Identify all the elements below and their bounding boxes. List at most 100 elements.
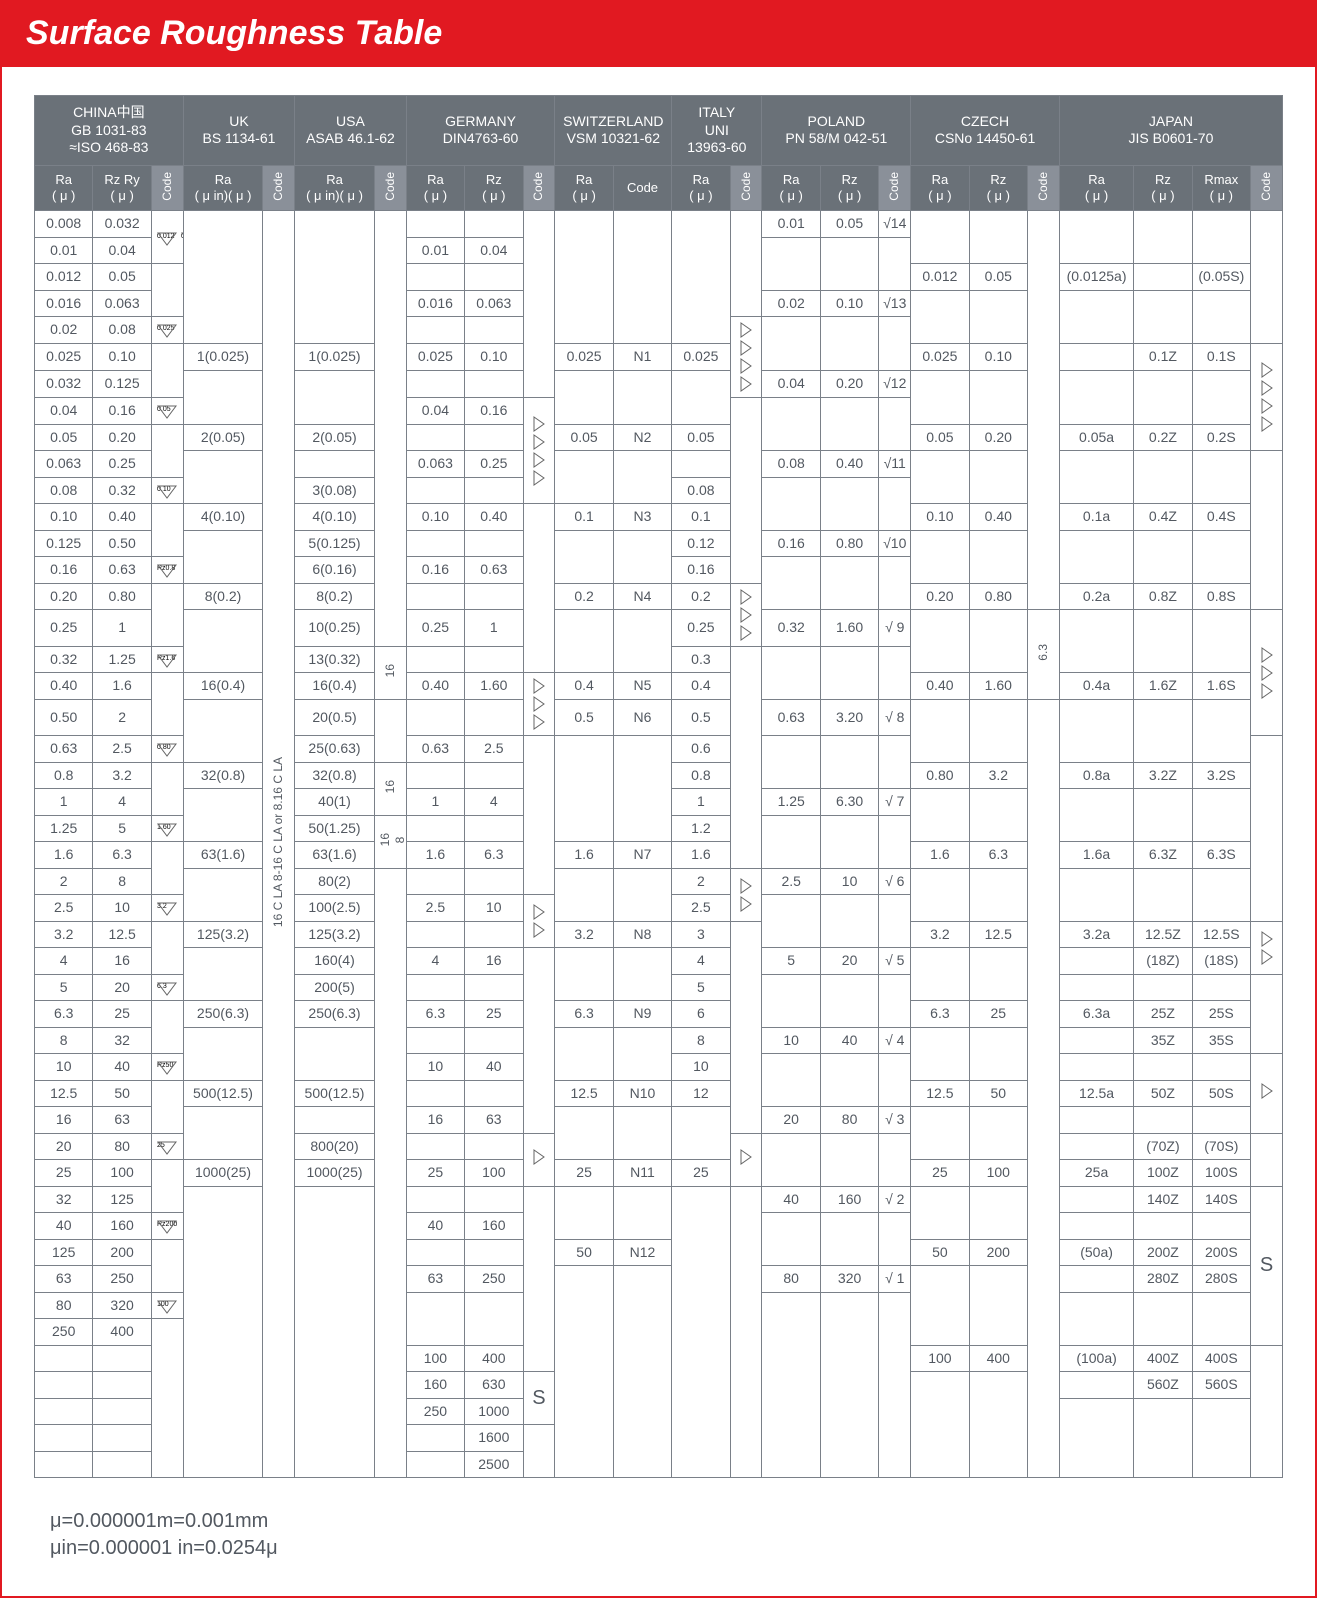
cell [1059, 530, 1133, 583]
cell [911, 1186, 969, 1239]
cell: 80(2) [295, 868, 375, 895]
cell [465, 921, 523, 948]
cell [183, 211, 263, 344]
cell [183, 789, 263, 842]
cell: 12.5Z [1134, 921, 1192, 948]
cell [523, 948, 555, 1134]
cell: 560S [1192, 1372, 1250, 1399]
cell [151, 343, 183, 398]
cell: 1.6S [1192, 673, 1250, 700]
table-row: 0.200.808(0.2)8(0.2)0.2N40.20.200.800.2a… [35, 583, 1283, 610]
cell [1134, 530, 1192, 583]
cell: Rz200 [151, 1213, 183, 1240]
cell [879, 477, 911, 530]
cell [879, 237, 911, 290]
cell [406, 1080, 464, 1107]
cell [1059, 1186, 1133, 1213]
cell: 10(0.25) [295, 610, 375, 647]
cell [613, 1027, 671, 1080]
cell: (0.05S) [1192, 264, 1250, 291]
cell: 0.05 [555, 424, 613, 451]
cell [465, 1186, 523, 1213]
cell: 1(0.025) [295, 343, 375, 370]
cell [911, 290, 969, 343]
cell [406, 424, 464, 451]
cell: 800(20) [295, 1133, 375, 1160]
cell [406, 868, 464, 895]
cell [35, 1451, 93, 1478]
cell: 0.1Z [1134, 343, 1192, 370]
cell [465, 646, 523, 673]
cell: 1.6 [93, 673, 151, 700]
cell: 100 [911, 1345, 969, 1372]
table-row: 3.212.5125(3.2)125(3.2)3.2N833.212.53.2a… [35, 921, 1283, 948]
cell: 0.063 [465, 290, 523, 317]
cell: 80 [762, 1266, 820, 1293]
cell [1192, 1107, 1250, 1134]
cell: 0.125 [35, 530, 93, 557]
cell [613, 1186, 671, 1239]
cell: 13(0.32) [295, 646, 375, 673]
cell [295, 211, 375, 344]
cell [523, 673, 555, 736]
cell: 4(0.10) [183, 504, 263, 531]
table-head: CHINA中国GB 1031-83≈ISO 468-83 UKBS 1134-6… [35, 96, 1283, 211]
cell: 5 [35, 974, 93, 1001]
cell [1028, 211, 1060, 610]
cell [762, 1133, 820, 1186]
cell: 32(0.8) [295, 762, 375, 789]
cell: 3.2 [93, 762, 151, 789]
cell: (0.0125a) [1059, 264, 1133, 291]
cell: 1.25 [93, 646, 151, 673]
cell [183, 868, 263, 921]
table-row: 251001000(25)1000(25)2510025N11252510025… [35, 1160, 1283, 1187]
cell: 0.80 [93, 583, 151, 610]
cell: Rz50 [151, 1054, 183, 1081]
cell: 63 [406, 1266, 464, 1293]
cell: 0.063 [406, 451, 464, 478]
cell: 0.10 [93, 343, 151, 370]
cell [183, 610, 263, 673]
cell [1192, 1292, 1250, 1345]
cell: 12.5 [93, 921, 151, 948]
cell: 0.20 [969, 424, 1027, 451]
cell [406, 211, 464, 238]
cell: 25 [406, 1160, 464, 1187]
cell: 5 [762, 948, 820, 975]
cell: (18Z) [1134, 948, 1192, 975]
cell: N4 [613, 583, 671, 610]
cell: 0.10 [465, 343, 523, 370]
cell [879, 736, 911, 789]
cell: 0.05 [35, 424, 93, 451]
cell: 50 [93, 1080, 151, 1107]
cell: N9 [613, 1001, 671, 1028]
cell [879, 317, 911, 371]
cell: 20(0.5) [295, 699, 375, 736]
cell: 0.63 [406, 736, 464, 763]
cell [762, 1054, 820, 1107]
cell [879, 895, 911, 948]
cell [969, 699, 1027, 762]
cell [969, 1372, 1027, 1478]
cell [523, 1425, 555, 1478]
cell: 280Z [1134, 1266, 1192, 1293]
cell: 6.3S [1192, 842, 1250, 869]
cell: 0.8 [35, 762, 93, 789]
table-row: 0.100.404(0.10)4(0.10)0.100.400.1N30.10.… [35, 504, 1283, 531]
cell [1192, 789, 1250, 842]
cell: N12 [613, 1239, 671, 1266]
cell: 100 [969, 1160, 1027, 1187]
cell [555, 1186, 613, 1239]
cell: 400S [1192, 1345, 1250, 1372]
cell: 0.40 [969, 504, 1027, 531]
cell [183, 451, 263, 504]
cell [879, 815, 911, 868]
cell: 0.0120.006 [151, 211, 183, 264]
cell [555, 1027, 613, 1080]
cell [555, 451, 613, 504]
cell [465, 317, 523, 344]
cell: 0.32 [762, 610, 820, 647]
cell [523, 398, 555, 504]
cell: 0.025 [911, 343, 969, 370]
cell [730, 583, 762, 646]
